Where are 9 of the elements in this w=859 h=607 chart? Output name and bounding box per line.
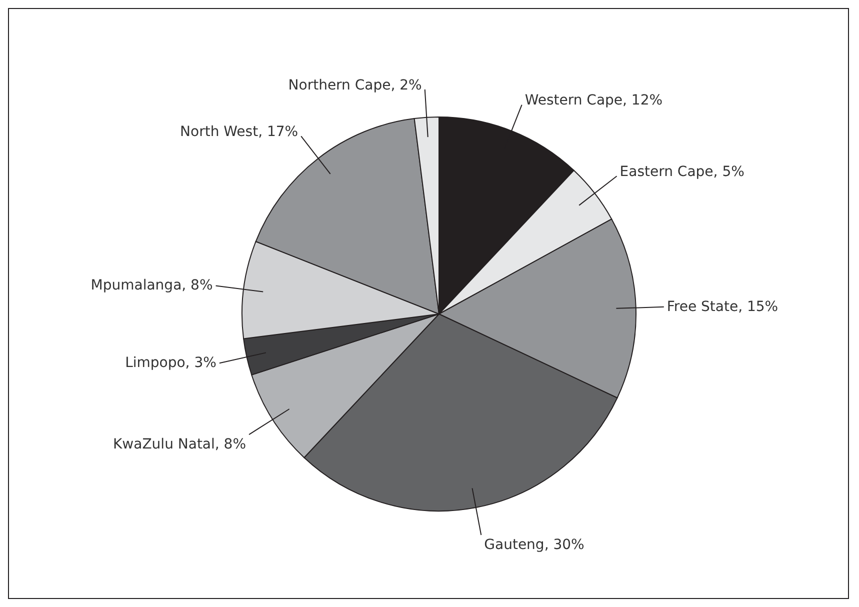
slice-label: Mpumalanga, 8%: [90, 278, 213, 294]
slice-label: KwaZulu Natal, 8%: [113, 436, 246, 452]
slice-label: North West, 17%: [180, 124, 298, 140]
slice-label: Gauteng, 30%: [484, 536, 584, 553]
slice-label: Western Cape, 12%: [524, 92, 663, 109]
slice-label: Eastern Cape, 5%: [620, 164, 744, 180]
slice-label: Free State, 15%: [666, 298, 778, 315]
slice-label: Northern Cape, 2%: [288, 77, 422, 94]
slice-label: Limpopo, 3%: [125, 354, 216, 371]
